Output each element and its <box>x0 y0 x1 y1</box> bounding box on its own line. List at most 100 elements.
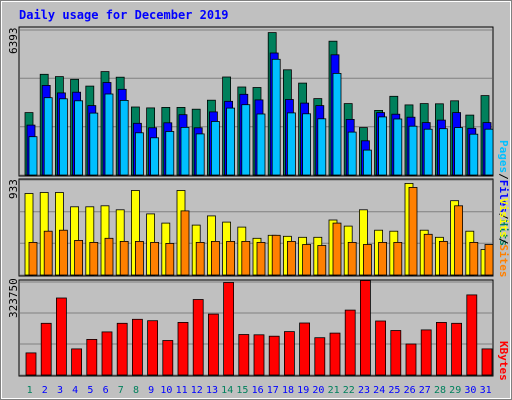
sites-bar <box>150 241 160 276</box>
kbytes-panel: 323750 KBytes <box>7 278 510 381</box>
kbytes-bar <box>86 338 98 376</box>
sites-bar <box>89 241 99 276</box>
kbytes-panel-bars <box>25 280 493 376</box>
pages-bar <box>317 118 327 176</box>
pages-bar <box>256 113 266 176</box>
sites-bar <box>271 234 281 276</box>
x-axis-day-label: 21 <box>328 385 340 396</box>
x-axis-day-label: 24 <box>373 385 385 396</box>
sites-bar <box>362 244 372 276</box>
pages-bar <box>362 149 372 176</box>
x-axis-day-label: 27 <box>419 385 431 396</box>
kbytes-panel-max-label: 323750 <box>7 278 20 318</box>
kbytes-bar <box>238 334 250 376</box>
kbytes-bar <box>405 343 417 376</box>
kbytes-bar <box>116 322 128 376</box>
x-axis-day-label: 12 <box>191 385 203 396</box>
x-axis-day-label: 11 <box>176 385 188 396</box>
pages-bar <box>378 116 388 176</box>
x-axis-day-label: 3 <box>57 385 63 396</box>
x-axis-day-label: 26 <box>404 385 416 396</box>
sites-bar <box>317 245 327 276</box>
legend-visits-label: Visits <box>497 198 510 238</box>
visits-panel-right-label: Visits/Sites <box>497 198 510 278</box>
legend-separator-1: / <box>497 173 510 180</box>
pages-bar <box>134 132 144 176</box>
pages-bar <box>393 118 403 176</box>
kbytes-bar <box>359 280 371 376</box>
svg-text:Pages/Files/Hits: Pages/Files/Hits <box>497 140 510 246</box>
legend-separator-3: / <box>497 238 510 245</box>
pages-bar <box>74 100 83 176</box>
pages-bar <box>241 104 251 176</box>
hits-files-pages-panel: 6393 Pages/Files/Hits <box>7 26 510 246</box>
x-axis-day-label: 1 <box>27 385 33 396</box>
kbytes-bar <box>25 352 37 376</box>
pages-bar <box>226 107 236 176</box>
pages-bar <box>119 100 129 176</box>
kbytes-bar <box>314 337 326 376</box>
kbytes-bar <box>192 299 204 376</box>
kbytes-bar <box>375 320 387 376</box>
pages-bar <box>195 133 205 176</box>
visits-sites-panel: 933 Visits/Sites <box>7 178 510 278</box>
pages-bar <box>423 128 433 176</box>
x-axis-day-label: 2 <box>42 385 48 396</box>
kbytes-bar <box>481 348 493 376</box>
x-axis-day-label: 20 <box>312 385 324 396</box>
sites-bar <box>347 241 357 276</box>
x-axis-day-label: 18 <box>282 385 294 396</box>
kbytes-bar <box>177 321 189 376</box>
kbytes-bar <box>71 348 82 376</box>
pages-bar <box>104 93 114 176</box>
legend-pages-label: Pages <box>497 140 510 173</box>
legend-kbytes-label: KBytes <box>497 341 510 381</box>
kbytes-bar <box>253 334 265 376</box>
x-axis-day-label: 14 <box>221 385 233 396</box>
sites-bar <box>180 210 190 276</box>
sites-bar <box>454 205 464 276</box>
x-axis-day-label: 4 <box>72 385 78 396</box>
pages-bar <box>469 133 479 176</box>
x-axis-day-label: 13 <box>206 385 218 396</box>
legend-separator-2: / <box>497 213 510 220</box>
x-axis-day-label: 15 <box>236 385 248 396</box>
sites-bar <box>332 222 342 276</box>
sites-bar <box>393 241 403 276</box>
x-axis-day-label: 10 <box>160 385 172 396</box>
legend-sites-label: Sites <box>497 244 510 277</box>
kbytes-bar <box>56 297 67 376</box>
x-axis-day-label: 9 <box>148 385 154 396</box>
sites-bar <box>484 244 494 276</box>
sites-bar <box>74 239 83 276</box>
x-axis-day-labels: 1 2 3 4 5 6 7 8 9 10 11 12 13 14 15 16 17 18 19 20 21 22 23 24 2… <box>27 385 492 396</box>
sites-bar <box>378 241 388 276</box>
kbytes-bar <box>40 322 52 376</box>
pages-bar <box>286 112 296 176</box>
kbytes-bar <box>451 322 463 376</box>
sites-bar <box>59 229 68 276</box>
kbytes-bar <box>268 335 280 376</box>
sites-bar <box>104 237 114 276</box>
kbytes-bar <box>207 313 219 376</box>
sites-bar <box>28 241 38 276</box>
pages-bar <box>454 127 464 176</box>
x-axis-day-label: 17 <box>267 385 279 396</box>
sites-bar <box>210 240 220 276</box>
pages-bar <box>59 98 68 176</box>
pages-bar <box>408 125 418 176</box>
x-axis-day-label: 16 <box>252 385 264 396</box>
x-axis-day-label: 19 <box>297 385 309 396</box>
x-axis-day-label: 22 <box>343 385 355 396</box>
hits-panel-right-label: Pages/Files/Hits <box>497 140 510 246</box>
sites-bar <box>119 240 129 276</box>
pages-bar <box>302 113 312 176</box>
kbytes-bar <box>283 331 295 376</box>
x-axis-day-label: 31 <box>480 385 492 396</box>
visits-panel-max-label: 933 <box>7 179 20 199</box>
kbytes-bar <box>223 282 235 376</box>
x-axis-day-label: 23 <box>358 385 370 396</box>
pages-bar <box>347 131 357 176</box>
kbytes-bar <box>390 330 402 376</box>
